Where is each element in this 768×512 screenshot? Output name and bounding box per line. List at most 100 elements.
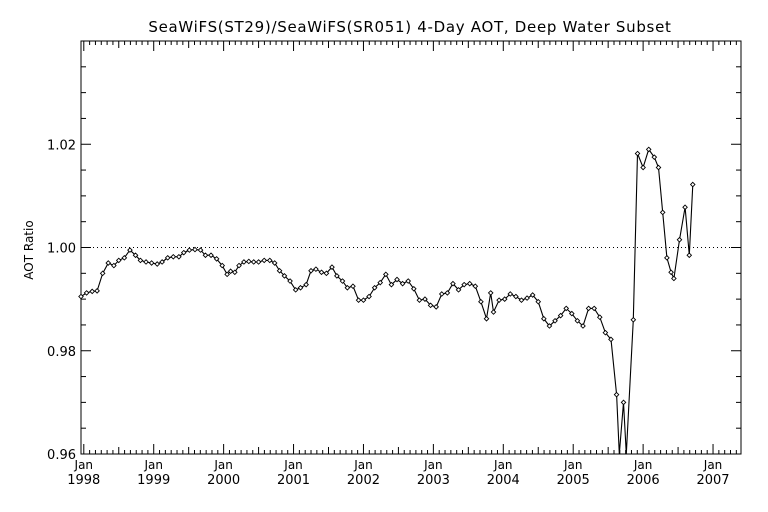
x-tick-label-year: 2001 [277,473,310,488]
data-point [132,252,139,259]
data-point [241,259,247,265]
data-point [121,254,128,261]
x-tick-label-month: Jan [493,458,513,472]
data-point [83,290,90,296]
data-point [664,254,670,261]
data-point [591,305,598,312]
data-point [552,317,558,324]
data-point [671,275,677,282]
data-point [377,279,384,286]
data-point [655,164,662,171]
data-point [297,284,304,291]
x-tick-label-year: 1999 [137,473,170,488]
data-point [568,310,575,317]
data-point [546,323,553,329]
data-point [213,256,220,262]
data-point [608,336,614,343]
data-point [682,204,688,211]
data-point [668,269,674,276]
data-point [620,399,627,406]
y-axis: 0.96 0.98 1.00 1.02 [47,40,741,463]
data-point [563,305,570,312]
data-point [438,291,445,297]
data-point [399,280,406,287]
data-point [450,280,456,287]
x-tick-label-month: Jan [633,458,653,472]
data-point [557,312,564,319]
y-tick-label: 1.00 [47,242,76,257]
data-point [355,297,362,303]
data-point [580,323,586,329]
data-point [192,246,198,253]
data-point [518,297,525,303]
data-point [513,293,519,300]
data-point [105,260,112,266]
data-point [416,297,423,303]
data-point [366,293,372,300]
data-point [89,288,96,295]
data-point [630,316,637,323]
y-tick-label: 1.02 [47,138,76,153]
data-point [487,290,494,296]
data-point [318,269,325,276]
data-point [501,296,508,302]
data-point [313,266,319,273]
data-point [202,252,209,259]
y-tick-label: 0.98 [47,345,76,360]
data-point [410,285,417,292]
data-point [371,284,378,291]
x-tick-label-year: 2007 [696,473,729,488]
data-point [111,262,117,269]
data-point [388,281,395,288]
data-point [507,291,514,297]
x-tick-label-month: Jan [703,458,723,472]
data-point [466,280,473,287]
x-tick-label-year: 1998 [67,473,100,488]
data-point [236,262,242,269]
series-line [80,148,694,455]
data-point [224,271,230,278]
data-point [541,315,547,322]
data-point [686,252,693,259]
data-point [535,298,542,305]
data-point [245,258,252,265]
x-tick-label-year: 2003 [417,473,450,488]
data-point [455,286,462,293]
x-tick-label-year: 2004 [487,473,520,488]
data-point [689,181,696,188]
data-point [176,253,182,260]
x-tick-label-year: 2000 [207,473,240,488]
x-tick-label-month: Jan [213,458,233,472]
x-tick-label-year: 2002 [347,473,380,488]
data-point [496,297,502,303]
data-point [287,278,293,284]
data-point [613,391,620,398]
chart-title: SeaWiFS(ST29)/SeaWiFS(SR051) 4-Day AOT, … [148,18,671,36]
data-point [164,254,171,261]
data-point [281,273,288,279]
data-point [266,257,273,264]
data-point [382,271,389,278]
data-point [640,164,646,171]
data-point [197,247,204,253]
data-point [231,269,238,276]
data-point [360,297,367,303]
data-point [634,150,641,157]
data-point [137,257,144,264]
data-point [208,252,214,259]
x-tick-label-year: 2006 [627,473,660,488]
data-point [344,284,351,291]
data-point [574,317,581,324]
data-point [186,247,193,253]
data-point [261,257,268,264]
series-group [78,146,696,455]
data-point [444,290,451,296]
y-axis-label: AOT Ratio [22,220,36,279]
y-tick-label: 0.96 [47,448,76,463]
data-point [227,268,234,275]
data-point [292,286,299,293]
data-point [115,257,122,264]
data-point [645,146,652,153]
data-point [323,270,330,277]
